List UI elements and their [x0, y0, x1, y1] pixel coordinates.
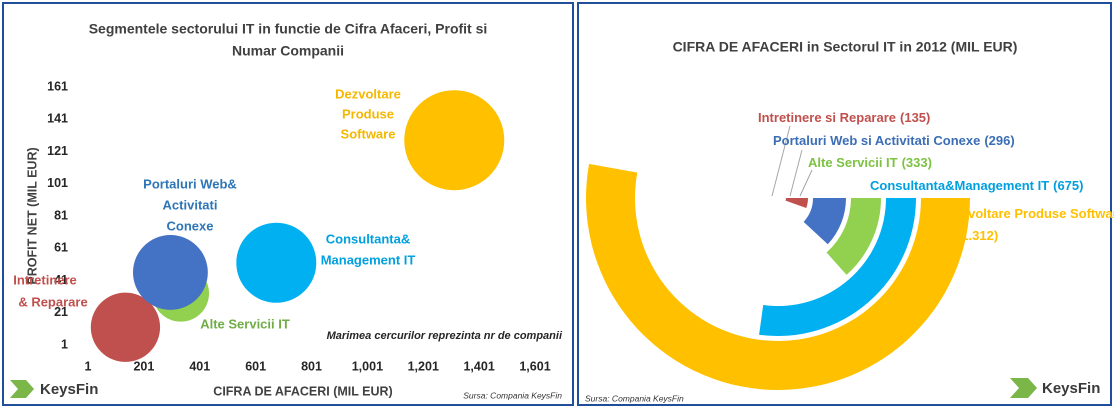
x-tick-label: 401	[189, 359, 210, 373]
bubble-label: & Reparare	[18, 294, 87, 309]
y-tick-label: 1	[61, 337, 68, 351]
bubble	[404, 90, 505, 191]
x-tick-label: 801	[301, 359, 322, 373]
leader-lines	[771, 125, 813, 197]
category-label: Dezvoltare Produse Software (1.312)	[945, 206, 1114, 243]
category-name: Consultanta&Management IT	[870, 178, 1049, 193]
x-tick-label: 601	[245, 359, 266, 373]
left-panel	[2, 2, 574, 406]
value-label: (296)	[984, 133, 1014, 148]
x-axis-label: CIFRA DE AFACERI (MIL EUR)	[213, 384, 392, 398]
bubble-label: Consultanta&	[326, 231, 411, 246]
x-tick-label: 1,001	[352, 359, 383, 373]
y-tick-label: 141	[47, 112, 68, 126]
bubble-label: Conexe	[167, 218, 214, 233]
value-label: (675)	[1053, 178, 1083, 193]
bubble	[236, 222, 317, 303]
note: Marimea cercurilor reprezinta nr de comp…	[327, 330, 563, 342]
x-tick-label: 1,201	[408, 359, 439, 373]
bubble	[132, 235, 208, 310]
chart-title: Segmentele sectorului IT in functie de C…	[89, 21, 488, 37]
y-tick-label: 21	[54, 305, 68, 319]
chart-title: CIFRA DE AFACERI in Sectorul IT in 2012 …	[673, 39, 1018, 55]
value-label: (333)	[902, 155, 932, 170]
logo-icon	[10, 380, 34, 398]
value-label: (135)	[900, 110, 930, 125]
radial-bar	[826, 198, 881, 275]
category-name: Intretinere si Reparare	[758, 110, 896, 125]
x-tick-label: 1,401	[463, 359, 494, 373]
y-tick-label: 61	[54, 241, 68, 255]
bubble-label: Portaluri Web&	[143, 176, 237, 191]
category-name: Portaluri Web si Activitati Conexe	[773, 133, 980, 148]
bubble	[90, 292, 161, 362]
bubble-label: Activitati	[163, 197, 218, 212]
y-tick-label: 161	[47, 79, 68, 93]
y-tick-label: 81	[54, 208, 68, 222]
y-axis-label: PROFIT NET (MIL EUR)	[25, 147, 39, 284]
value-label: (1.312)	[957, 228, 998, 243]
category-label: Portaluri Web si Activitati Conexe (296)	[773, 133, 1015, 148]
y-tick-label: 41	[54, 273, 68, 287]
logo: KeysFin	[1042, 380, 1100, 397]
bubble-label: Management IT	[321, 252, 416, 267]
bubble-label: Alte Servicii IT	[200, 316, 290, 331]
bubble-label: Software	[341, 126, 396, 141]
chart-title: Numar Companii	[232, 43, 344, 59]
y-tick-label: 101	[47, 176, 68, 190]
source: Sursa: Compania KeysFin	[585, 393, 684, 403]
radial-bar	[785, 198, 808, 209]
category-name: Alte Servicii IT	[808, 155, 898, 170]
radial-bar	[586, 163, 970, 390]
category-label: Alte Servicii IT (333)	[808, 155, 932, 170]
bubble-label: Produse	[342, 106, 394, 121]
category-name: Dezvoltare Produse Software	[945, 206, 1114, 221]
source: Sursa: Compania KeysFin	[463, 390, 562, 400]
x-tick-label: 1,601	[519, 359, 550, 373]
logo: KeysFin	[40, 381, 98, 398]
bubble-label: Dezvoltare	[335, 86, 401, 101]
category-label: Consultanta&Management IT (675)	[870, 178, 1083, 193]
category-label: Intretinere si Reparare (135)	[758, 110, 930, 125]
y-tick-label: 121	[47, 144, 68, 158]
x-tick-label: 1	[85, 359, 92, 373]
radial-bar	[759, 198, 916, 336]
radial-bar	[803, 198, 846, 245]
bubble-label: Intretinere	[13, 272, 77, 287]
x-tick-label: 201	[133, 359, 154, 373]
logo-icon	[1010, 378, 1037, 398]
